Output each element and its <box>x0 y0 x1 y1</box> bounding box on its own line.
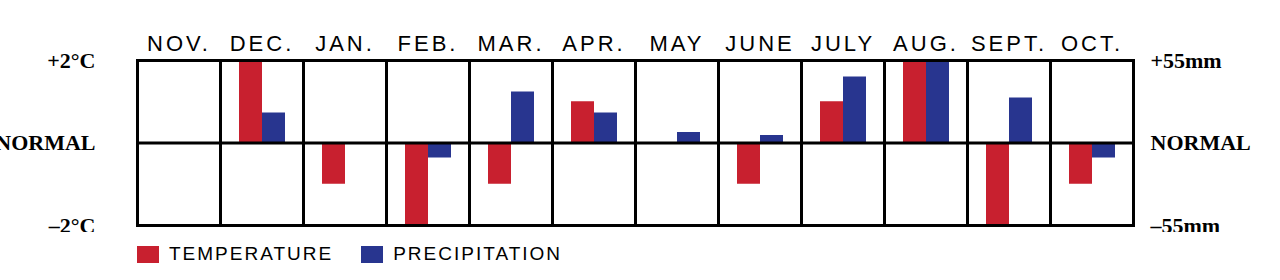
svg-text:AUG.: AUG. <box>893 31 959 56</box>
html-text:TEMPERATURE: TEMPERATURE <box>169 243 334 264</box>
svg-text:APR.: APR. <box>562 31 625 56</box>
svg-text:–55mm: –55mm <box>1150 213 1221 232</box>
svg-text:+2°C: +2°C <box>47 48 95 73</box>
svg-text:+55mm: +55mm <box>1151 48 1222 73</box>
svg-text:NOV.: NOV. <box>147 31 211 56</box>
svg-text:OCT.: OCT. <box>1061 31 1123 56</box>
svg-text:FEB.: FEB. <box>398 31 459 56</box>
svg-text:SEPT.: SEPT. <box>971 31 1047 56</box>
html-text:PRECIPITATION: PRECIPITATION <box>393 243 562 264</box>
svg-text:NORMAL: NORMAL <box>1151 130 1251 155</box>
svg-text:DEC.: DEC. <box>230 31 295 56</box>
svg-text:–2°C: –2°C <box>48 213 96 232</box>
svg-text:JULY: JULY <box>811 31 875 56</box>
svg-text:MAY: MAY <box>649 31 704 56</box>
svg-text:MAR.: MAR. <box>478 31 545 56</box>
svg-text:NORMAL: NORMAL <box>0 130 96 155</box>
svg-text:JAN.: JAN. <box>315 31 375 56</box>
svg-text:JUNE: JUNE <box>725 31 794 56</box>
